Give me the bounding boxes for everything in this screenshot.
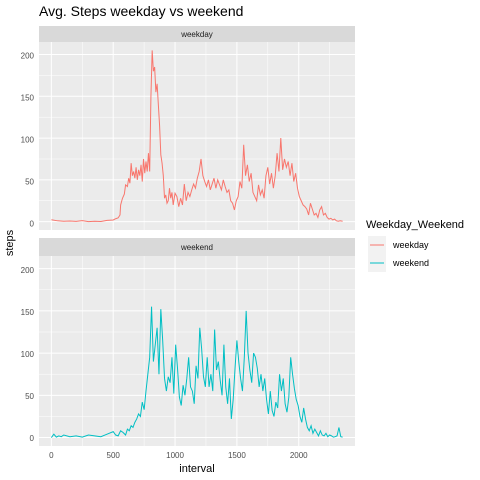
panel-weekday: weekday xyxy=(39,26,355,230)
y-axis-weekend: 0 50 100 150 200 xyxy=(21,266,35,443)
y-tick-label: 150 xyxy=(21,308,35,317)
panel-weekend: weekend xyxy=(39,238,355,446)
y-tick-label: 0 xyxy=(30,220,35,229)
series-line-weekday xyxy=(51,50,343,223)
x-tick-label: 1500 xyxy=(228,451,246,460)
y-tick-label: 0 xyxy=(30,434,35,443)
chart-title: Avg. Steps weekday vs weekend xyxy=(39,3,243,19)
x-tick-label: 1000 xyxy=(166,451,184,460)
strip-weekend xyxy=(39,238,355,256)
strip-weekday xyxy=(39,26,355,42)
y-tick-label: 200 xyxy=(21,52,35,61)
x-axis: 0 500 1000 1500 2000 xyxy=(49,451,308,460)
legend-label-weekday: weekday xyxy=(392,240,429,250)
legend-title: Weekday_Weekend xyxy=(366,219,464,231)
y-axis-weekday: 0 50 100 150 200 xyxy=(21,52,35,229)
y-tick-label: 200 xyxy=(21,266,35,275)
y-tick-label: 50 xyxy=(25,178,34,187)
y-tick-label: 150 xyxy=(21,94,35,103)
legend-label-weekend: weekend xyxy=(392,258,429,268)
gridlines-weekday xyxy=(39,42,355,230)
y-tick-label: 100 xyxy=(21,350,35,359)
series-line-weekend xyxy=(50,306,343,438)
y-axis-title: steps xyxy=(4,229,16,256)
x-tick-label: 2000 xyxy=(290,451,308,460)
panel-background-weekday xyxy=(39,42,355,230)
panel-background-weekend xyxy=(39,256,355,446)
y-tick-label: 50 xyxy=(25,392,34,401)
y-tick-label: 100 xyxy=(21,136,35,145)
strip-label-weekend: weekend xyxy=(180,243,213,252)
x-tick-label: 0 xyxy=(49,451,54,460)
x-axis-title: interval xyxy=(179,463,214,475)
strip-label-weekday: weekday xyxy=(180,30,213,39)
gridlines-weekend xyxy=(39,256,355,446)
x-tick-label: 500 xyxy=(107,451,121,460)
legend: Weekday_Weekend weekday weekend xyxy=(366,219,464,272)
